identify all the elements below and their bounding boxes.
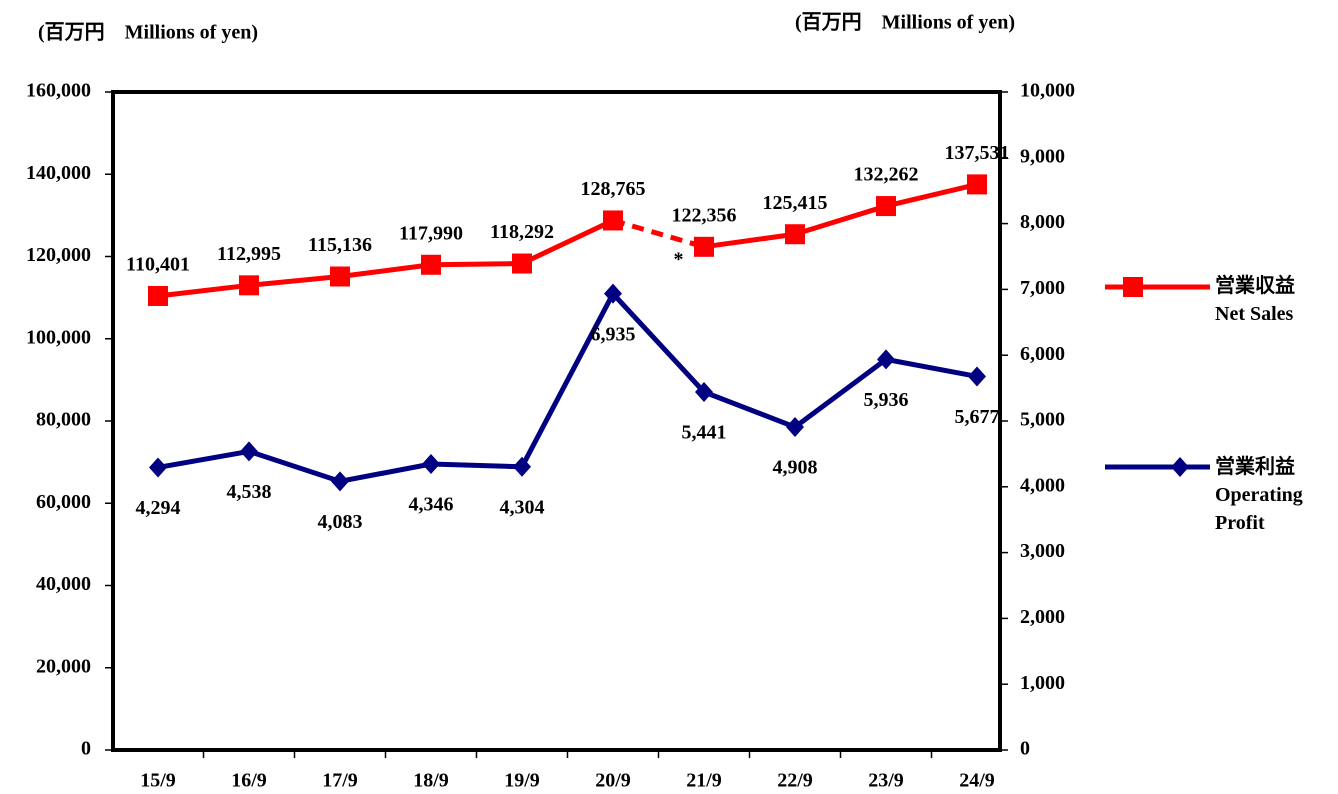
y2-tick-label: 6,000 bbox=[1020, 343, 1065, 365]
data-label: 4,346 bbox=[409, 494, 454, 516]
legend-label: 営業利益 Operating Profit bbox=[1215, 453, 1335, 537]
data-label: 4,294 bbox=[136, 497, 181, 519]
dashed-segment bbox=[612, 218, 705, 250]
marker bbox=[240, 441, 258, 462]
x-tick-label: 19/9 bbox=[504, 770, 540, 792]
x-tick-label: 20/9 bbox=[595, 770, 631, 792]
data-label: 128,765 bbox=[581, 178, 646, 200]
data-label: 4,304 bbox=[500, 496, 545, 518]
x-tick-label: 16/9 bbox=[231, 770, 267, 792]
data-label: 137,531 bbox=[945, 142, 1010, 164]
x-tick-label: 21/9 bbox=[686, 770, 722, 792]
marker bbox=[694, 236, 714, 257]
data-label: 112,995 bbox=[217, 243, 281, 265]
y2-tick-label: 2,000 bbox=[1020, 606, 1065, 628]
x-tick-label: 15/9 bbox=[140, 770, 176, 792]
y-tick-label: 20,000 bbox=[36, 655, 91, 677]
legend-name-en: Operating Profit bbox=[1215, 484, 1303, 534]
y-tick-label: 100,000 bbox=[26, 326, 91, 348]
legend-name: 営業収益 bbox=[1215, 275, 1295, 297]
data-label: 117,990 bbox=[399, 222, 463, 244]
y-tick-label: 0 bbox=[81, 738, 91, 760]
y2-tick-label: 7,000 bbox=[1020, 277, 1065, 299]
marker bbox=[330, 266, 350, 287]
y-tick-label: 40,000 bbox=[36, 573, 91, 595]
marker bbox=[603, 210, 623, 231]
y-tick-label: 140,000 bbox=[26, 162, 91, 184]
data-label: 4,083 bbox=[318, 511, 363, 533]
x-tick-label: 24/9 bbox=[959, 770, 995, 792]
annotation: * bbox=[674, 248, 684, 270]
marker bbox=[786, 417, 804, 438]
y2-axis-label: (百万円 Millions of yen) bbox=[795, 12, 1015, 34]
legend-name-en: Net Sales bbox=[1215, 303, 1294, 325]
data-label: 122,356 bbox=[672, 204, 737, 226]
marker bbox=[149, 457, 167, 478]
marker bbox=[421, 254, 441, 275]
y-tick-label: 80,000 bbox=[36, 409, 91, 431]
plot-frame bbox=[111, 90, 1002, 752]
y2-tick-label: 10,000 bbox=[1020, 80, 1075, 102]
x-tick-label: 23/9 bbox=[868, 770, 904, 792]
series-line bbox=[703, 181, 978, 250]
marker bbox=[785, 224, 805, 245]
y2-tick-label: 1,000 bbox=[1020, 672, 1065, 694]
y2-tick-label: 5,000 bbox=[1020, 409, 1065, 431]
series-line bbox=[157, 218, 615, 299]
legend-marker bbox=[1123, 277, 1143, 297]
data-label: 5,677 bbox=[955, 406, 1000, 428]
legend-label: 営業収益 Net Sales bbox=[1215, 272, 1335, 328]
y-tick-label: 160,000 bbox=[26, 80, 91, 102]
marker bbox=[695, 381, 713, 402]
marker bbox=[331, 471, 349, 492]
marker bbox=[967, 174, 987, 195]
marker bbox=[422, 454, 440, 475]
x-tick-label: 22/9 bbox=[777, 770, 813, 792]
marker bbox=[876, 196, 896, 217]
data-label: 6,935 bbox=[591, 323, 636, 345]
y2-tick-label: 0 bbox=[1020, 738, 1030, 760]
y2-tick-label: 8,000 bbox=[1020, 211, 1065, 233]
marker bbox=[968, 366, 986, 387]
marker bbox=[513, 456, 531, 477]
marker bbox=[877, 349, 895, 370]
data-label: 110,401 bbox=[126, 254, 190, 276]
y2-tick-label: 9,000 bbox=[1020, 145, 1065, 167]
data-label: 4,908 bbox=[773, 457, 818, 479]
marker bbox=[148, 285, 168, 306]
marker bbox=[239, 275, 259, 296]
y-tick-label: 120,000 bbox=[26, 244, 91, 266]
x-tick-label: 18/9 bbox=[413, 770, 449, 792]
y2-tick-label: 3,000 bbox=[1020, 540, 1065, 562]
data-label: 132,262 bbox=[854, 164, 919, 186]
data-label: 115,136 bbox=[308, 234, 372, 256]
y-axis-label: (百万円 Millions of yen) bbox=[38, 22, 258, 44]
marker bbox=[604, 283, 622, 304]
series-line bbox=[157, 289, 978, 484]
legend-marker bbox=[1171, 457, 1189, 477]
data-label: 4,538 bbox=[227, 481, 272, 503]
data-label: 5,936 bbox=[864, 389, 909, 411]
x-tick-label: 17/9 bbox=[322, 770, 358, 792]
data-label: 5,441 bbox=[682, 422, 727, 444]
marker bbox=[512, 253, 532, 274]
data-label: 118,292 bbox=[490, 221, 554, 243]
legend-name: 営業利益 bbox=[1215, 456, 1295, 478]
y2-tick-label: 4,000 bbox=[1020, 474, 1065, 496]
y-tick-label: 60,000 bbox=[36, 491, 91, 513]
data-label: 125,415 bbox=[763, 192, 828, 214]
